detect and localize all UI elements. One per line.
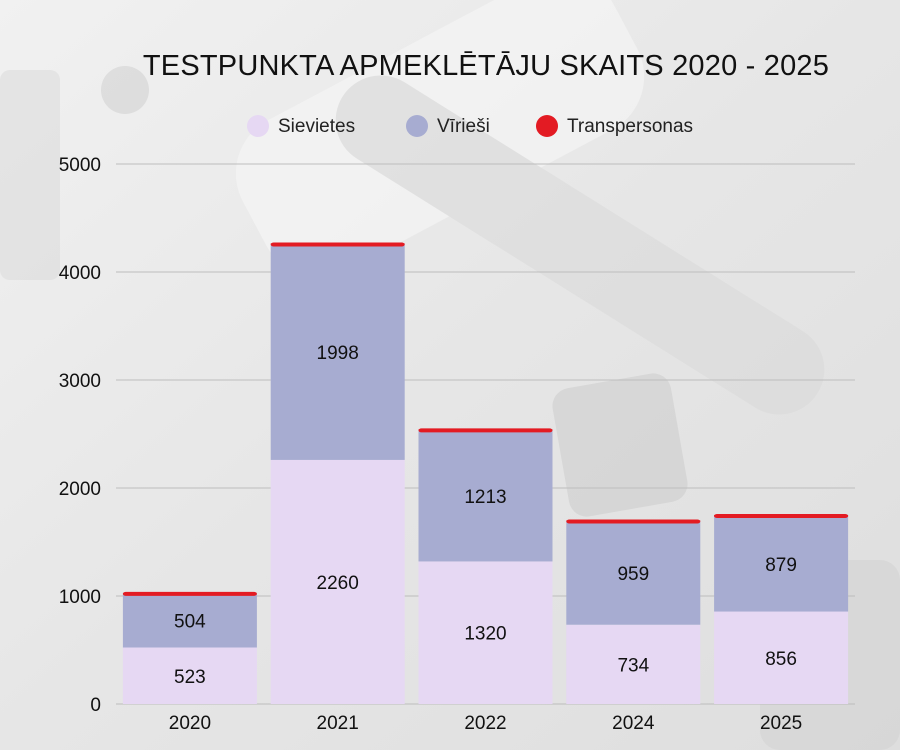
- data-label-sievietes-2020: 523: [174, 667, 206, 688]
- y-tick-label: 0: [90, 695, 101, 716]
- bar-group-2022: 1320 1213: [418, 428, 553, 704]
- legend-item-sievietes: Sievietes: [247, 115, 355, 137]
- data-label-viriesi-2022: 1213: [464, 487, 506, 508]
- data-label-sievietes-2022: 1320: [464, 624, 506, 645]
- bar-cap-2020: [122, 591, 257, 596]
- bar-group-2021: 2260 1998: [270, 242, 405, 704]
- y-tick-label: 5000: [59, 155, 101, 176]
- data-label-sievietes-2024: 734: [617, 655, 649, 676]
- bar-sievietes-2025: [714, 611, 849, 704]
- data-label-sievietes-2025: 856: [765, 649, 797, 670]
- legend-label-sievietes: Sievietes: [278, 116, 355, 137]
- chart-title: TESTPUNKTA APMEKLĒTĀJU SKAITS 2020 - 202…: [143, 50, 829, 82]
- bars: 523 504 2260 1998 1320 1213 734 959 856 879: [122, 242, 849, 704]
- bar-sievietes-2020: [122, 647, 257, 704]
- bar-viriesi-2024: [566, 521, 701, 625]
- legend-item-transpersonas: Transpersonas: [536, 115, 693, 137]
- bar-group-2024: 734 959: [566, 519, 701, 704]
- y-tick-label: 2000: [59, 479, 101, 500]
- bar-group-2020: 523 504: [122, 591, 257, 704]
- bar-cap-2022: [418, 428, 553, 433]
- y-tick-label: 4000: [59, 263, 101, 284]
- bar-viriesi-2021: [270, 244, 405, 460]
- legend-label-transpersonas: Transpersonas: [567, 116, 693, 137]
- legend-swatch-viriesi: [406, 115, 428, 137]
- legend-swatch-transpersonas: [536, 115, 558, 137]
- data-label-viriesi-2025: 879: [765, 555, 797, 576]
- bar-viriesi-2025: [714, 516, 849, 612]
- bar-sievietes-2021: [270, 459, 405, 704]
- legend-item-viriesi: Vīrieši: [406, 115, 490, 137]
- x-tick-label-2022: 2022: [464, 713, 506, 734]
- y-tick-label: 1000: [59, 587, 101, 608]
- legend-label-viriesi: Vīrieši: [437, 116, 490, 137]
- x-axis: 2020 2021 2022 2024 2025: [169, 713, 802, 734]
- data-label-sievietes-2021: 2260: [317, 573, 359, 594]
- x-tick-label-2024: 2024: [612, 713, 655, 734]
- bar-cap-2025: [714, 514, 849, 518]
- chart-legend: Sievietes Vīrieši Transpersonas: [247, 115, 693, 137]
- data-label-viriesi-2024: 959: [617, 564, 649, 585]
- x-tick-label-2021: 2021: [317, 713, 359, 734]
- bar-cap-2024: [566, 519, 701, 524]
- legend-swatch-sievietes: [247, 115, 269, 137]
- y-axis: 0 1000 2000 3000 4000 5000: [59, 155, 101, 716]
- y-tick-label: 3000: [59, 371, 101, 392]
- bar-sievietes-2022: [418, 561, 553, 704]
- x-tick-label-2020: 2020: [169, 713, 211, 734]
- bar-viriesi-2022: [418, 430, 553, 562]
- bar-sievietes-2024: [566, 624, 701, 704]
- bar-viriesi-2020: [122, 593, 257, 648]
- data-label-viriesi-2021: 1998: [317, 343, 359, 364]
- data-label-viriesi-2020: 504: [174, 611, 206, 632]
- bar-group-2025: 856 879: [714, 514, 849, 704]
- bar-cap-2021: [270, 242, 405, 247]
- x-tick-label-2025: 2025: [760, 713, 802, 734]
